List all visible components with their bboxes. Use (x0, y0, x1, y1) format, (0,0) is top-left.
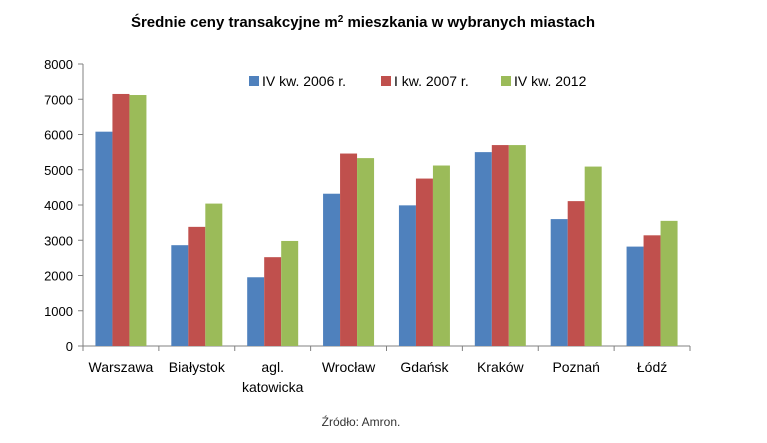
x-category-label: agl. katowicka (242, 359, 304, 395)
bar (550, 219, 568, 346)
legend-label: IV kw. 2012 (514, 73, 587, 89)
x-category-label: Poznań (552, 359, 599, 375)
bar (264, 257, 282, 346)
bars (95, 93, 678, 347)
legend-swatch (501, 76, 511, 86)
bar (415, 178, 433, 346)
bar (188, 226, 206, 346)
bar (584, 166, 602, 346)
x-category-label-line: katowicka (242, 379, 304, 395)
legend-label: I kw. 2007 r. (394, 73, 469, 89)
category-labels: Warszawa Białystok agl. katowicka Wrocław Gda… (89, 359, 668, 395)
source-note: Źródło: Amron. (322, 414, 401, 429)
x-category-label: Łódź (637, 359, 667, 375)
chart-title-pre: Średnie ceny transakcyjne m (131, 13, 338, 31)
chart-title: Średnie ceny transakcyjne m2 mieszkania … (131, 13, 595, 31)
y-tick-label: 4000 (44, 198, 73, 213)
x-category-label: Białystok (169, 359, 226, 375)
chart-title-post: mieszkania w wybranych miastach (343, 14, 595, 31)
bar (340, 153, 358, 346)
bar (281, 240, 299, 346)
y-tick-label: 2000 (44, 269, 73, 284)
x-category-label: Wrocław (322, 359, 376, 375)
y-tick-label: 5000 (44, 163, 73, 178)
bar (323, 193, 341, 346)
bar (474, 152, 492, 346)
bar (357, 158, 375, 346)
bar (129, 95, 147, 347)
bar (643, 235, 661, 346)
x-category-label: Gdańsk (400, 359, 449, 375)
bar (567, 201, 585, 346)
x-category-label: Kraków (477, 359, 525, 375)
y-tick-label: 3000 (44, 233, 73, 248)
legend-swatch (381, 76, 391, 86)
y-tick-label: 7000 (44, 92, 73, 107)
legend-label: IV kw. 2006 r. (262, 73, 346, 89)
x-category-label-line: agl. (261, 359, 284, 375)
bar (398, 205, 416, 346)
y-tick-label: 1000 (44, 304, 73, 319)
bar (626, 246, 644, 346)
bar (247, 277, 265, 346)
y-tick-label: 6000 (44, 128, 73, 143)
bar (660, 220, 678, 346)
y-tick-label: 8000 (44, 57, 73, 72)
legend: IV kw. 2006 r. I kw. 2007 r. IV kw. 2012 (249, 73, 587, 89)
bar (432, 165, 450, 346)
y-tick-label: 0 (66, 339, 73, 354)
bar (491, 145, 509, 346)
bar (205, 203, 223, 346)
bar (508, 145, 526, 346)
bar (95, 131, 113, 346)
legend-swatch (249, 76, 259, 86)
x-category-label: Warszawa (89, 359, 154, 375)
bar (171, 245, 189, 346)
chart-title-sup: 2 (338, 14, 344, 25)
bar (112, 93, 130, 347)
